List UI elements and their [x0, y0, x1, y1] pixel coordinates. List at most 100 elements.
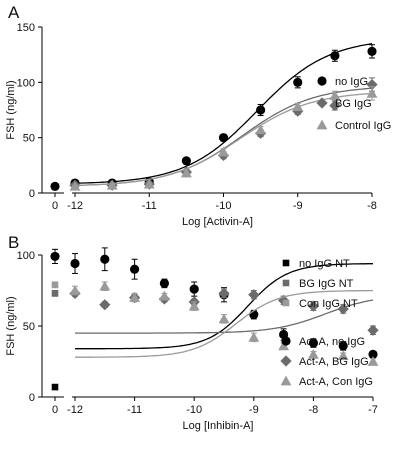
data-point: [308, 338, 318, 348]
data-point: [255, 124, 267, 135]
y-tick-label: 50: [23, 133, 35, 145]
zero-dose-point: [50, 181, 60, 191]
data-point: [292, 101, 304, 111]
legend-label: Con IgG NT: [299, 298, 358, 310]
y-tick-label: 100: [17, 77, 35, 89]
y-tick-label: 100: [17, 250, 35, 262]
y-tick-label: 150: [17, 22, 35, 34]
data-point: [329, 90, 341, 100]
legend-item: Act-A, no IgG: [281, 336, 365, 348]
x-tick-label: -9: [249, 404, 259, 416]
legend: no IgG NT BG IgG NT Con IgG NT Act-A, no Ig…: [280, 258, 373, 388]
data-point: [100, 254, 110, 264]
x-tick-label: 0: [52, 200, 58, 212]
data-point: [218, 133, 229, 143]
data-point: [106, 179, 118, 190]
data-point: [293, 77, 303, 87]
data-point: [307, 300, 319, 312]
y-tick-label: 50: [23, 321, 35, 333]
data-point: [99, 299, 111, 311]
x-tick-label: -12: [67, 404, 83, 416]
legend-item: BG IgG: [316, 97, 372, 110]
data-point: [367, 46, 377, 56]
x-tick-label: -10: [186, 404, 202, 416]
zero-dose-point: [51, 290, 59, 297]
panel-b: B 0 50 100 FSH (ng/ml) 0 -12 -11 -10 -9 -8 -7 Log [I…: [5, 233, 379, 432]
x-tick-label: -7: [368, 404, 378, 416]
data-point: [218, 287, 230, 299]
legend-item: Con IgG NT: [282, 298, 358, 310]
series-con-igg-nt: [51, 281, 59, 289]
data-point: [159, 290, 170, 301]
fit-curve: [75, 263, 373, 350]
data-point: [248, 331, 260, 342]
data-point: [330, 51, 340, 61]
x-tick-label: -10: [216, 200, 232, 212]
data-point: [248, 289, 260, 301]
legend-marker: [317, 76, 327, 86]
legend-label: Act-A, BG IgG: [299, 356, 369, 368]
legend-label: BG IgG NT: [299, 278, 354, 290]
data-point: [70, 258, 80, 269]
series-no-igg-nt: [51, 383, 59, 391]
data-point: [69, 285, 81, 295]
legend-marker: [316, 97, 328, 109]
y-tick-label: 0: [29, 392, 35, 404]
data-point: [143, 178, 155, 189]
data-point: [181, 156, 191, 166]
x-tick-label: 0: [52, 404, 58, 416]
y-axis-label: FSH (ng/ml): [5, 80, 17, 139]
panel-label: B: [8, 233, 19, 252]
x-tick-label: -11: [142, 200, 157, 212]
legend-marker: [280, 355, 292, 367]
zero-dose-point: [50, 251, 60, 262]
legend-item: no IgG NT: [282, 258, 350, 270]
legend-label: Control IgG: [335, 120, 391, 132]
data-point: [188, 300, 200, 311]
data-point: [329, 99, 341, 112]
fit-curve: [75, 43, 373, 184]
legend-item: Control IgG: [316, 119, 391, 132]
x-tick-label: -12: [67, 200, 83, 212]
legend-label: BG IgG: [335, 98, 372, 110]
legend-item: Act-A, BG IgG: [280, 355, 369, 368]
legend: no IgG BG IgG Control IgG: [316, 76, 391, 132]
legend-marker: [316, 119, 328, 130]
data-point: [368, 349, 378, 359]
legend-label: no IgG: [335, 76, 368, 88]
zero-dose-point: [51, 281, 59, 289]
legend-label: Act-A, no IgG: [299, 336, 365, 348]
legend-item: no IgG: [317, 76, 368, 88]
data-point: [218, 146, 229, 157]
series-bg-igg-nt: [51, 290, 59, 297]
legend-item: Act-A, Con IgG: [280, 375, 373, 388]
data-point: [367, 356, 379, 366]
legend-item: BG IgG NT: [282, 278, 354, 290]
x-tick-label: -11: [127, 404, 142, 416]
series-no-igg: [50, 43, 377, 191]
data-point: [180, 167, 192, 178]
x-tick-label: -8: [367, 200, 377, 212]
data-point: [367, 324, 379, 336]
x-tick-label: -9: [293, 200, 303, 212]
data-point: [99, 280, 111, 291]
data-point: [337, 303, 349, 315]
fit-curve: [75, 289, 373, 358]
legend-marker: [280, 375, 292, 386]
data-point: [337, 350, 349, 361]
x-tick-label: -8: [309, 404, 319, 416]
data-point: [366, 78, 378, 91]
data-point: [159, 278, 169, 288]
legend-marker: [282, 259, 290, 267]
x-axis-label: Log [Inhibin-A]: [183, 420, 254, 432]
data-point: [189, 284, 199, 294]
y-axis-label: FSH (ng/ml): [5, 296, 17, 355]
y-tick-label: 0: [29, 188, 35, 200]
zero-dose-point: [51, 383, 59, 391]
x-axis-label: Log [Activin-A]: [182, 216, 253, 228]
data-point: [256, 105, 266, 115]
legend-label: no IgG NT: [299, 258, 350, 270]
data-point: [338, 341, 348, 351]
legend-marker: [282, 299, 290, 307]
